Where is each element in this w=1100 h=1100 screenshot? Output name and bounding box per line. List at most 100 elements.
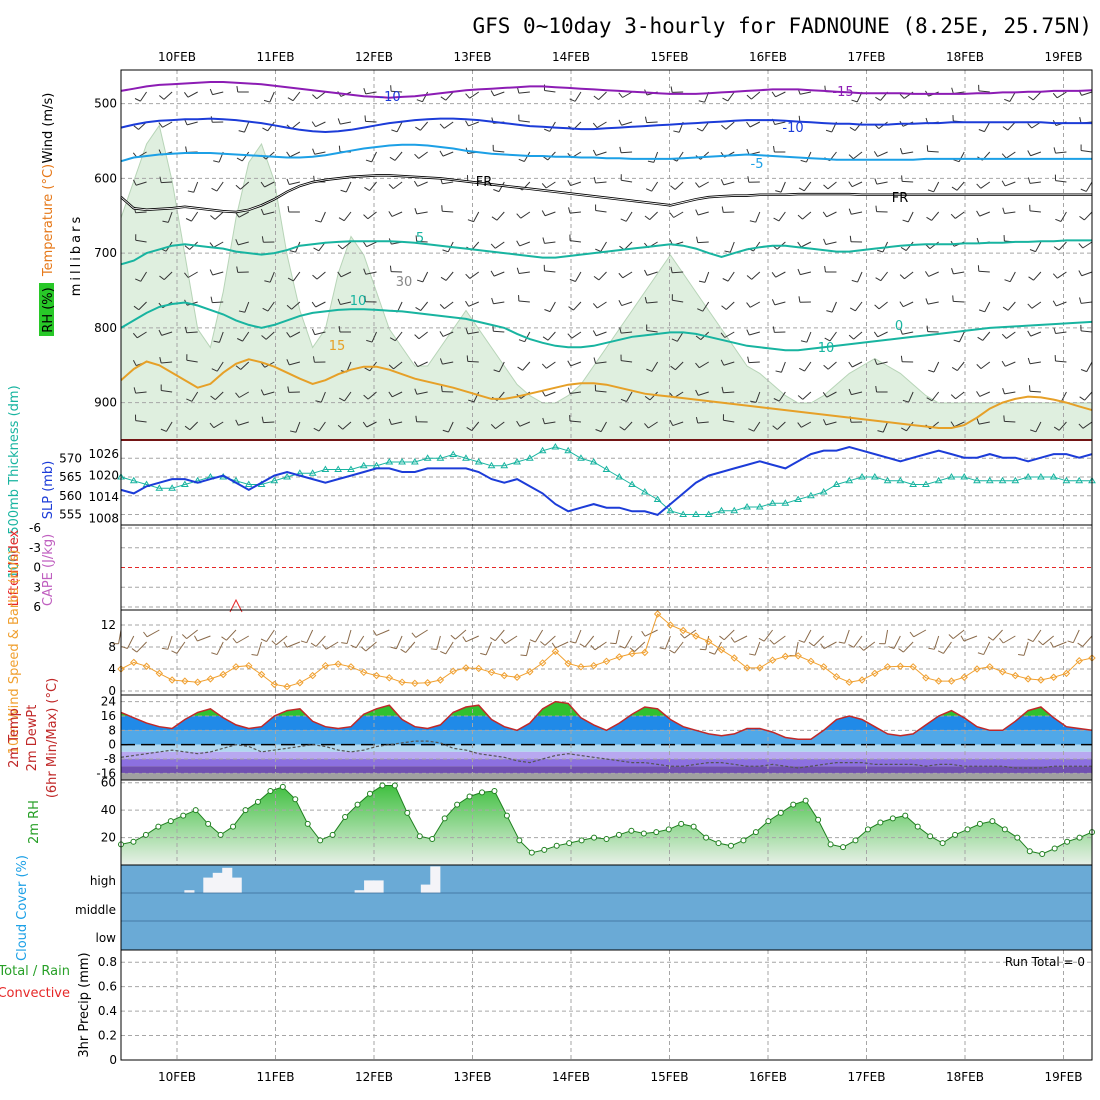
wind-barb-flag: [899, 328, 903, 335]
wind-barb: [212, 301, 224, 304]
contour-label: FR: [476, 175, 493, 190]
rh-point: [727, 842, 734, 849]
wind-barb: [367, 211, 377, 220]
wind-barb-flag: [442, 249, 449, 253]
thickness-point: [500, 461, 509, 469]
temp-band: [121, 701, 1092, 716]
wind-barb-flag: [696, 127, 703, 132]
wind-barb-flag: [960, 635, 965, 642]
wind-speed-point: [858, 676, 866, 684]
wind-barb-flag: [390, 646, 397, 650]
wind-barb: [723, 629, 735, 641]
wind-barb: [191, 391, 199, 402]
wind-barb-flag: [260, 181, 265, 188]
wind-barb: [621, 331, 633, 334]
wind-barb-flag: [1002, 207, 1005, 214]
wind-barb: [805, 151, 812, 163]
wind-barb-flag: [544, 309, 551, 313]
cloud-high-bar: [212, 872, 223, 893]
wind-barb-flag: [337, 244, 343, 250]
wind-barb: [161, 181, 173, 184]
rh-point: [429, 835, 436, 842]
wind-barb-flag: [748, 428, 755, 432]
wind-speed-point: [1075, 657, 1083, 665]
wind-barb: [545, 391, 556, 397]
wind-barb-flag: [874, 178, 878, 185]
wind-barb: [242, 331, 250, 342]
wind-speed-point: [551, 647, 560, 656]
wind-barb-flag: [364, 295, 367, 302]
wind-barb-flag: [491, 216, 498, 221]
wind-barb: [853, 151, 863, 160]
wind-barb-flag: [1078, 270, 1083, 276]
wind-barb-flag: [899, 274, 905, 280]
upper-air-panel: 500 600 700 800 900 -15 -10 -10 -5 FR FR 5 10 10 15 0 30…: [39, 69, 1093, 441]
wind-speed-point: [909, 663, 917, 671]
wind-barb: [978, 270, 990, 273]
wind-barb: [518, 300, 530, 303]
wind-barb-flag: [184, 245, 190, 250]
wind-barb: [755, 391, 761, 403]
temp-band: [121, 773, 1092, 780]
wind-barb-flag: [771, 272, 777, 278]
slp-tick: 1026: [88, 447, 119, 461]
wind-barb: [884, 629, 889, 644]
wind-barb: [1081, 330, 1093, 333]
rh-area: [121, 785, 1092, 865]
thickness-point: [423, 454, 432, 461]
wind-barb-flag: [209, 422, 215, 428]
wind-barb-flag: [875, 277, 882, 282]
wind-barb: [854, 121, 863, 131]
wind-barb-flag: [900, 247, 907, 251]
wind-barb: [774, 301, 786, 306]
wind-barb: [269, 91, 275, 103]
wind-barb-flag: [644, 297, 648, 304]
wind-barb-flag: [874, 304, 880, 310]
wind-barb-flag: [181, 634, 187, 639]
wind-barb-flag: [131, 648, 138, 653]
rh-point: [317, 837, 324, 844]
wind-speed-point: [998, 668, 1007, 676]
wind-barb-flag: [134, 98, 141, 102]
thickness-point: [564, 446, 573, 454]
thickness-point: [960, 473, 969, 480]
wind-barb: [903, 641, 914, 653]
wind-barb-flag: [670, 266, 673, 273]
wind-barb-flag: [465, 120, 469, 127]
rh-tick: 60: [101, 776, 116, 790]
wind-barb: [877, 151, 888, 157]
wind-speed-point: [181, 677, 189, 685]
wind-barb-flag: [388, 418, 392, 425]
wind-barb-flag: [211, 187, 218, 192]
precip-tick: 0.2: [98, 1029, 117, 1043]
wind-barb-flag: [312, 148, 316, 155]
wind-barb: [443, 121, 454, 129]
wind-barb-flag: [1052, 92, 1058, 99]
wind-barb: [775, 271, 786, 278]
rh-legend-swatch: [39, 283, 54, 336]
wind-barb: [544, 635, 556, 646]
top-date-axis: 10FEB 11FEB 12FEB 13FEB 14FEB 15FEB 16FEB 17FEB…: [158, 50, 1083, 64]
wind-barb: [943, 641, 952, 654]
wind-speed-point: [526, 668, 534, 676]
wind-barb: [723, 391, 735, 394]
wind-barb: [978, 90, 990, 93]
wind-barb: [494, 629, 505, 642]
wind-barb: [776, 421, 786, 430]
wind-speed-point: [500, 671, 508, 680]
wind-speed-point: [206, 675, 215, 683]
cloud-background: [121, 865, 1092, 950]
cloud-label: Cloud Cover (%): [15, 855, 30, 961]
wind-barb: [598, 271, 607, 281]
wind-barb-flag: [798, 639, 805, 643]
wind-barb: [596, 121, 607, 129]
cloud-tick: middle: [75, 903, 116, 917]
wind-barb: [135, 239, 147, 243]
wind-barb-flag: [618, 300, 623, 306]
wind-barb-flag: [720, 359, 725, 366]
wind-barb: [855, 301, 863, 312]
wind-barb: [851, 361, 863, 368]
wind-barb-flag: [210, 215, 216, 220]
wind-barb: [963, 635, 978, 642]
bottom-date-axis: 10FEB 11FEB 12FEB 13FEB 14FEB 15FEB 16FEB 17FEB…: [158, 1070, 1083, 1084]
